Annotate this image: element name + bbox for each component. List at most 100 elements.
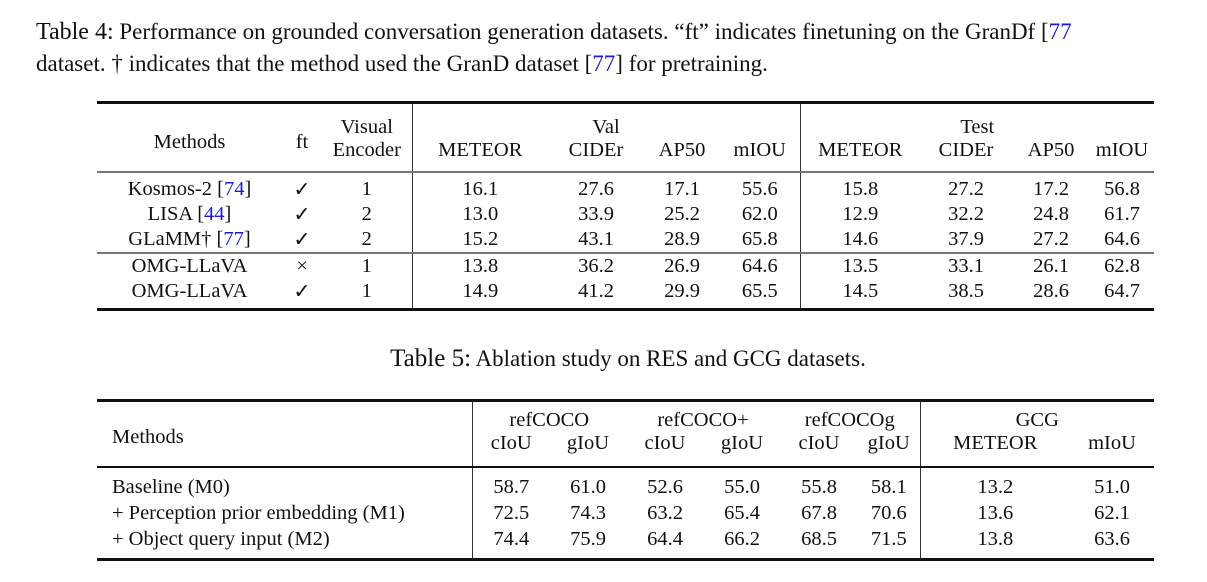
table4-caption: Table 4: Performance on grounded convers… — [36, 16, 1207, 79]
citation-link[interactable]: 74 — [223, 178, 245, 200]
value-cell: 27.6 — [548, 171, 644, 202]
table5-header-row-1: Methods refCOCO refCOCO+ refCOCOg GCG — [97, 400, 1154, 467]
value-cell: 14.9 — [462, 280, 499, 302]
value-cell: 74.3 — [570, 501, 606, 524]
value-cell: 68.5 — [801, 527, 837, 550]
value-cell: 64.6 — [720, 252, 801, 279]
value-cell: 41.2 — [578, 280, 614, 302]
table5-header-row-2: cIoU gIoU cIoU gIoU cIoU gIoU METEOR mIo… — [97, 432, 1154, 467]
value-cell: 26.1 — [1012, 252, 1090, 279]
value-cell: 61.0 — [550, 466, 626, 500]
group-header-refcoco-plus: refCOCO+ — [657, 409, 749, 431]
col-header-test-cider: CIDEr — [938, 139, 994, 161]
value-cell: 27.2 — [1033, 228, 1069, 250]
group-header-val: Val — [412, 102, 801, 139]
ft-cell: ✓ — [282, 171, 322, 202]
table5-caption-label: Table 5: — [390, 345, 472, 372]
value-cell: 52.6 — [626, 466, 704, 500]
value-cell: 64.7 — [1104, 280, 1140, 302]
ft-cell: ✓ — [293, 281, 311, 303]
value-cell: 65.4 — [724, 501, 760, 524]
value-cell: 29.9 — [664, 280, 700, 302]
group-header-test: Test — [960, 116, 995, 138]
col-header-refcocog-ciou: cIoU — [798, 432, 840, 454]
value-cell: 64.4 — [647, 527, 683, 550]
method-cell: OMG-LLaVA — [97, 252, 282, 279]
value-cell: 33.9 — [578, 203, 614, 225]
value-cell: 13.6 — [977, 501, 1014, 524]
encoder-cell: 2 — [322, 227, 413, 253]
value-cell: 13.5 — [800, 252, 920, 279]
method-cell: GLaMM† [77] — [128, 228, 251, 250]
value-cell: 38.5 — [948, 280, 984, 302]
col-header-gcg-meteor: METEOR — [953, 432, 1038, 454]
value-cell: 55.0 — [704, 466, 780, 500]
table-row: + Perception prior embedding (M1) 72.5 7… — [97, 500, 1154, 526]
col-header-methods: Methods — [153, 131, 226, 153]
value-cell: 66.2 — [724, 527, 760, 550]
value-cell: 17.2 — [1012, 171, 1090, 202]
col-header-refcocog-giou: gIoU — [858, 432, 921, 467]
value-cell: 61.7 — [1104, 203, 1140, 225]
citation-link[interactable]: 77 — [592, 51, 616, 76]
table-row: OMG-LLaVA ✓ 1 14.9 41.2 29.9 65.5 14.5 3… — [97, 279, 1154, 310]
col-header-encoder: Encoder — [322, 139, 413, 172]
value-cell: 72.5 — [493, 501, 530, 524]
value-cell: 65.8 — [720, 227, 801, 253]
group-header-gcg: GCG — [1015, 409, 1059, 431]
table5: Methods refCOCO refCOCO+ refCOCOg GCG cI… — [97, 399, 1154, 561]
encoder-cell: 2 — [322, 202, 413, 227]
col-header-refcoco-ciou: cIoU — [490, 432, 532, 454]
value-cell: 65.5 — [720, 279, 801, 310]
encoder-cell: 1 — [322, 171, 413, 202]
group-header-refcoco: refCOCO — [509, 409, 590, 431]
value-cell: 28.6 — [1033, 280, 1069, 302]
value-cell: 14.6 — [842, 228, 879, 250]
table-row: Kosmos-2 [74] ✓ 1 16.1 27.6 17.1 55.6 15… — [97, 171, 1154, 202]
method-cell: + Object query input (M2) — [97, 526, 473, 560]
col-header-val-ap50: AP50 — [658, 139, 706, 161]
value-cell: 15.8 — [800, 171, 920, 202]
value-cell: 24.8 — [1033, 203, 1069, 225]
value-cell: 17.1 — [644, 171, 720, 202]
value-cell: 33.1 — [920, 252, 1012, 279]
col-header-visual: Visual — [322, 102, 413, 139]
citation-link[interactable]: 44 — [204, 203, 225, 225]
col-header-gcg-miou: mIoU — [1088, 432, 1136, 454]
value-cell: 13.8 — [977, 527, 1014, 550]
citation-link[interactable]: 77 — [223, 228, 244, 250]
value-cell: 55.8 — [780, 466, 858, 500]
method-cell: LISA [44] — [147, 203, 232, 225]
value-cell: 64.6 — [1104, 228, 1140, 250]
value-cell: 75.9 — [570, 527, 606, 550]
value-cell: 16.1 — [412, 171, 548, 202]
citation-link[interactable]: 77 — [1048, 19, 1072, 44]
col-header-val-meteor: METEOR — [438, 139, 523, 161]
table-row: + Object query input (M2) 74.4 75.9 64.4… — [97, 526, 1154, 560]
value-cell: 28.9 — [664, 228, 700, 250]
value-cell: 26.9 — [644, 252, 720, 279]
method-cell: Baseline (M0) — [97, 466, 473, 500]
col-header-val-cider: CIDEr — [568, 139, 624, 161]
value-cell: 58.1 — [858, 466, 921, 500]
value-cell: 15.2 — [462, 228, 499, 250]
ft-cell: × — [282, 252, 322, 279]
encoder-cell: 1 — [322, 252, 413, 279]
table4: Methods ft Visual Val Test Encoder METEO… — [97, 101, 1154, 311]
col-header-test-ap50: AP50 — [1027, 139, 1075, 161]
table4-header-row-2: Encoder METEOR CIDEr AP50 mIOU METEOR CI… — [97, 139, 1154, 172]
value-cell: 25.2 — [664, 203, 700, 225]
value-cell: 62.0 — [720, 202, 801, 227]
table4-caption-line1: Table 4: Performance on grounded convers… — [36, 19, 1072, 45]
value-cell: 55.6 — [720, 171, 801, 202]
table-row: Baseline (M0) 58.7 61.0 52.6 55.0 55.8 5… — [97, 466, 1154, 500]
value-cell: 14.5 — [842, 280, 879, 302]
col-header-methods: Methods — [97, 400, 473, 467]
table-row: OMG-LLaVA × 1 13.8 36.2 26.9 64.6 13.5 3… — [97, 252, 1154, 279]
method-cell: OMG-LLaVA — [131, 280, 248, 302]
value-cell: 62.8 — [1090, 252, 1154, 279]
value-cell: 36.2 — [548, 252, 644, 279]
value-cell: 51.0 — [1070, 466, 1154, 500]
ft-cell: ✓ — [293, 229, 311, 251]
value-cell: 74.4 — [493, 527, 530, 550]
